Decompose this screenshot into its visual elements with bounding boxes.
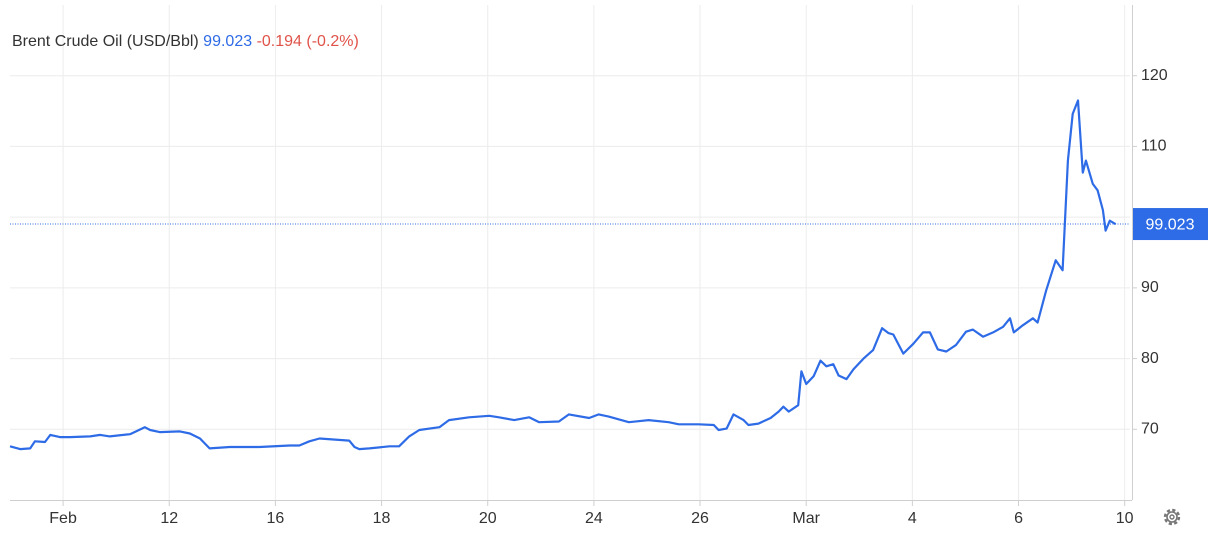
title: Brent Crude Oil (USD/Bbl) [12,33,199,50]
axis-panel [1133,0,1208,540]
gear-hole [1169,514,1175,520]
x-tick-label: 20 [479,510,497,527]
y-tick-label: 120 [1141,67,1168,84]
x-tick-label: Feb [49,510,77,527]
y-tick-label: 70 [1141,421,1159,438]
y-tick-label: 80 [1141,350,1159,367]
change: -0.194 [257,33,302,50]
x-tick-label: 10 [1116,510,1134,527]
gear-teeth [1163,508,1181,526]
axes: 708090100110120 [62,67,1168,506]
x-tick-label: Mar [792,510,820,527]
x-tick-label: 18 [373,510,391,527]
x-tick-label: 26 [691,510,709,527]
y-tick-label: 90 [1141,279,1159,296]
settings-icon[interactable] [1163,508,1181,526]
grid [10,5,1130,500]
last-price: 99.023 [203,33,252,50]
x-tick-label: 16 [267,510,285,527]
x-tick-label: 6 [1014,510,1023,527]
header-text: Brent Crude Oil (USD/Bbl) 99.023 -0.194 … [12,33,359,50]
last-price-box [1133,208,1208,241]
x-tick-label: 12 [160,510,178,527]
x-tick-label: 24 [585,510,603,527]
header: Brent Crude Oil (USD/Bbl) 99.023 -0.194 … [12,33,359,50]
y-tick-label: 110 [1141,138,1167,155]
x-tick-label: 4 [908,510,917,527]
change-percent: (-0.2%) [306,33,358,50]
price-line [9,99,1117,451]
gear-body [1166,511,1178,523]
last-price-label: 99.023 [1146,216,1195,233]
plot-area [9,99,1130,451]
